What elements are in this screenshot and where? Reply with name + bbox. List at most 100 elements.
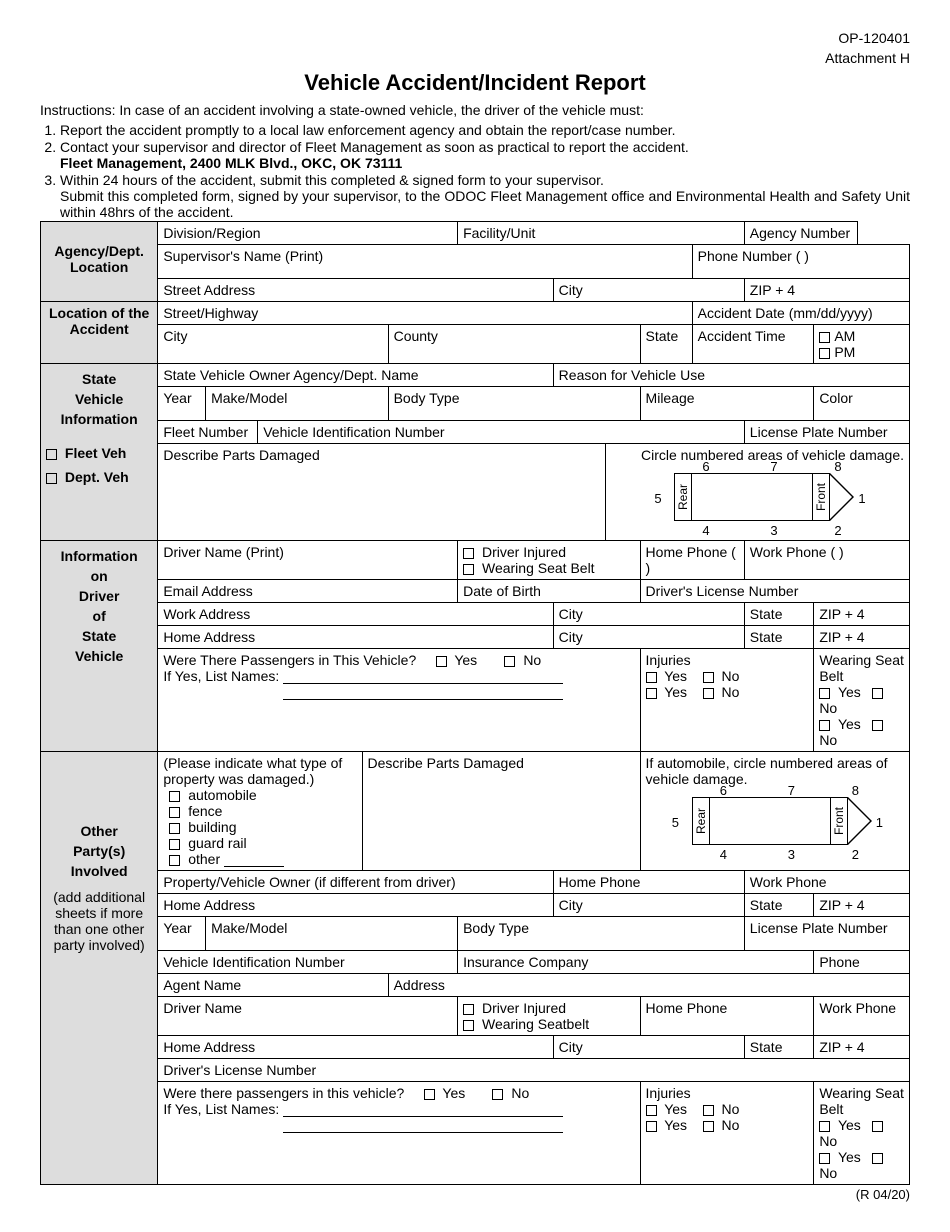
vehicle-diagram-2: Rear Front 12 34 56 78 (660, 789, 890, 859)
instruction-1: Report the accident promptly to a local … (60, 122, 910, 138)
field-zip-1[interactable]: ZIP + 4 (744, 279, 909, 302)
field-facility-unit[interactable]: Facility/Unit (458, 222, 745, 245)
field-year-2[interactable]: Year (158, 917, 206, 951)
field-vin-1[interactable]: Vehicle Identification Number (258, 421, 745, 444)
field-state-5[interactable]: State (744, 1036, 814, 1059)
field-passengers-q-1[interactable]: Were There Passengers in This Vehicle? Y… (158, 649, 640, 752)
field-city-2[interactable]: City (158, 325, 388, 364)
field-injuries-1[interactable]: Injuries Yes No Yes No (640, 649, 814, 752)
field-driver-injured-2[interactable]: Driver Injured Wearing Seatbelt (458, 997, 640, 1036)
page: OP-120401 Attachment H Vehicle Accident/… (0, 0, 950, 1232)
field-describe-parts-1[interactable]: Describe Parts Damaged (158, 444, 605, 541)
field-mileage[interactable]: Mileage (640, 387, 814, 421)
field-phone-ins[interactable]: Phone (814, 951, 910, 974)
field-year-1[interactable]: Year (158, 387, 206, 421)
field-circle-areas-2: If automobile, circle numbered areas of … (640, 752, 909, 871)
checkbox-am[interactable] (819, 332, 830, 343)
page-title: Vehicle Accident/Incident Report (40, 70, 910, 96)
checkbox-passengers-no-1[interactable] (504, 656, 515, 667)
field-make-model-1[interactable]: Make/Model (206, 387, 388, 421)
checkbox-fleet-veh[interactable] (46, 449, 57, 460)
form-table: Agency/Dept. Location Division/Region Fa… (40, 221, 910, 1185)
field-color[interactable]: Color (814, 387, 910, 421)
field-city-4[interactable]: City (553, 626, 744, 649)
field-home-address-1[interactable]: Home Address (158, 626, 553, 649)
instructions-list: Report the accident promptly to a local … (60, 122, 910, 220)
checkbox-passengers-yes-1[interactable] (436, 656, 447, 667)
field-city-3[interactable]: City (553, 603, 744, 626)
field-work-address[interactable]: Work Address (158, 603, 553, 626)
section-info-driver: InformationonDriverofStateVehicle (41, 541, 158, 752)
field-dl-number-2[interactable]: Driver's License Number (158, 1059, 910, 1082)
field-work-phone-2[interactable]: Work Phone (744, 871, 909, 894)
field-city-1[interactable]: City (553, 279, 744, 302)
field-accident-date[interactable]: Accident Date (mm/dd/yyyy) (692, 302, 909, 325)
field-home-phone-3[interactable]: Home Phone (640, 997, 814, 1036)
instruction-3: Within 24 hours of the accident, submit … (60, 172, 910, 220)
field-fleet-number[interactable]: Fleet Number (158, 421, 258, 444)
field-agency-number[interactable]: Agency Number (744, 222, 857, 245)
field-seatbelt-2[interactable]: Wearing Seat Belt Yes No Yes No (814, 1082, 910, 1185)
checkbox-dept-veh[interactable] (46, 473, 57, 484)
instructions-intro: Instructions: In case of an accident inv… (40, 102, 910, 118)
field-work-phone-3[interactable]: Work Phone (814, 997, 910, 1036)
field-street-highway[interactable]: Street/Highway (158, 302, 692, 325)
checkbox-driver-injured-1[interactable] (463, 548, 474, 559)
field-describe-parts-2[interactable]: Describe Parts Damaged (362, 752, 640, 871)
vehicle-diagram-1: Rear Front 12 34 56 78 (642, 465, 872, 535)
field-division-region[interactable]: Division/Region (158, 222, 458, 245)
field-injuries-2[interactable]: Injuries Yes No Yes No (640, 1082, 814, 1185)
field-driver-injured-belt[interactable]: Driver Injured Wearing Seat Belt (458, 541, 640, 580)
checkbox-wearing-belt-1[interactable] (463, 564, 474, 575)
instruction-2: Contact your supervisor and director of … (60, 139, 910, 171)
field-reason-use[interactable]: Reason for Vehicle Use (553, 364, 909, 387)
field-zip-5[interactable]: ZIP + 4 (814, 1036, 910, 1059)
field-make-model-2[interactable]: Make/Model (206, 917, 458, 951)
field-home-phone-2[interactable]: Home Phone (553, 871, 744, 894)
field-driver-name[interactable]: Driver Name (Print) (158, 541, 458, 580)
field-ampm[interactable]: AM PM (814, 325, 910, 364)
field-state-3[interactable]: State (744, 626, 814, 649)
field-home-phone-1[interactable]: Home Phone ( ) (640, 541, 744, 580)
field-vehicle-owner[interactable]: State Vehicle Owner Agency/Dept. Name (158, 364, 553, 387)
field-zip-2[interactable]: ZIP + 4 (814, 603, 910, 626)
field-dob[interactable]: Date of Birth (458, 580, 640, 603)
field-zip-3[interactable]: ZIP + 4 (814, 626, 910, 649)
form-code: OP-120401 (40, 30, 910, 46)
field-state-1[interactable]: State (640, 325, 692, 364)
section-location-accident: Location of the Accident (41, 302, 158, 364)
field-license-plate-2[interactable]: License Plate Number (744, 917, 909, 951)
field-seatbelt-1[interactable]: Wearing Seat Belt Yes No Yes No (814, 649, 910, 752)
field-property-type[interactable]: (Please indicate what type of property w… (158, 752, 362, 871)
field-agent-name[interactable]: Agent Name (158, 974, 388, 997)
field-street-address[interactable]: Street Address (158, 279, 553, 302)
attachment-label: Attachment H (40, 50, 910, 66)
section-other-party: OtherParty(s)Involved (add additional sh… (41, 752, 158, 1185)
field-phone-number[interactable]: Phone Number ( ) (692, 245, 909, 279)
revision-date: (R 04/20) (40, 1187, 910, 1202)
field-prop-owner[interactable]: Property/Vehicle Owner (if different fro… (158, 871, 553, 894)
field-address-agent[interactable]: Address (388, 974, 909, 997)
field-zip-4[interactable]: ZIP + 4 (814, 894, 910, 917)
field-driver-name-2[interactable]: Driver Name (158, 997, 458, 1036)
field-body-type-1[interactable]: Body Type (388, 387, 640, 421)
field-dl-number-1[interactable]: Driver's License Number (640, 580, 909, 603)
field-insurance-co[interactable]: Insurance Company (458, 951, 814, 974)
field-vin-2[interactable]: Vehicle Identification Number (158, 951, 458, 974)
field-county[interactable]: County (388, 325, 640, 364)
field-home-address-3[interactable]: Home Address (158, 1036, 553, 1059)
field-passengers-q-2[interactable]: Were there passengers in this vehicle? Y… (158, 1082, 640, 1185)
field-supervisor-name[interactable]: Supervisor's Name (Print) (158, 245, 692, 279)
field-state-2[interactable]: State (744, 603, 814, 626)
section-agency-dept: Agency/Dept. Location (41, 222, 158, 302)
field-license-plate-1[interactable]: License Plate Number (744, 421, 909, 444)
field-city-6[interactable]: City (553, 1036, 744, 1059)
field-work-phone-1[interactable]: Work Phone ( ) (744, 541, 909, 580)
field-state-4[interactable]: State (744, 894, 814, 917)
field-home-address-2[interactable]: Home Address (158, 894, 553, 917)
field-body-type-2[interactable]: Body Type (458, 917, 745, 951)
field-city-5[interactable]: City (553, 894, 744, 917)
field-email[interactable]: Email Address (158, 580, 458, 603)
checkbox-pm[interactable] (819, 348, 830, 359)
field-accident-time[interactable]: Accident Time (692, 325, 814, 364)
